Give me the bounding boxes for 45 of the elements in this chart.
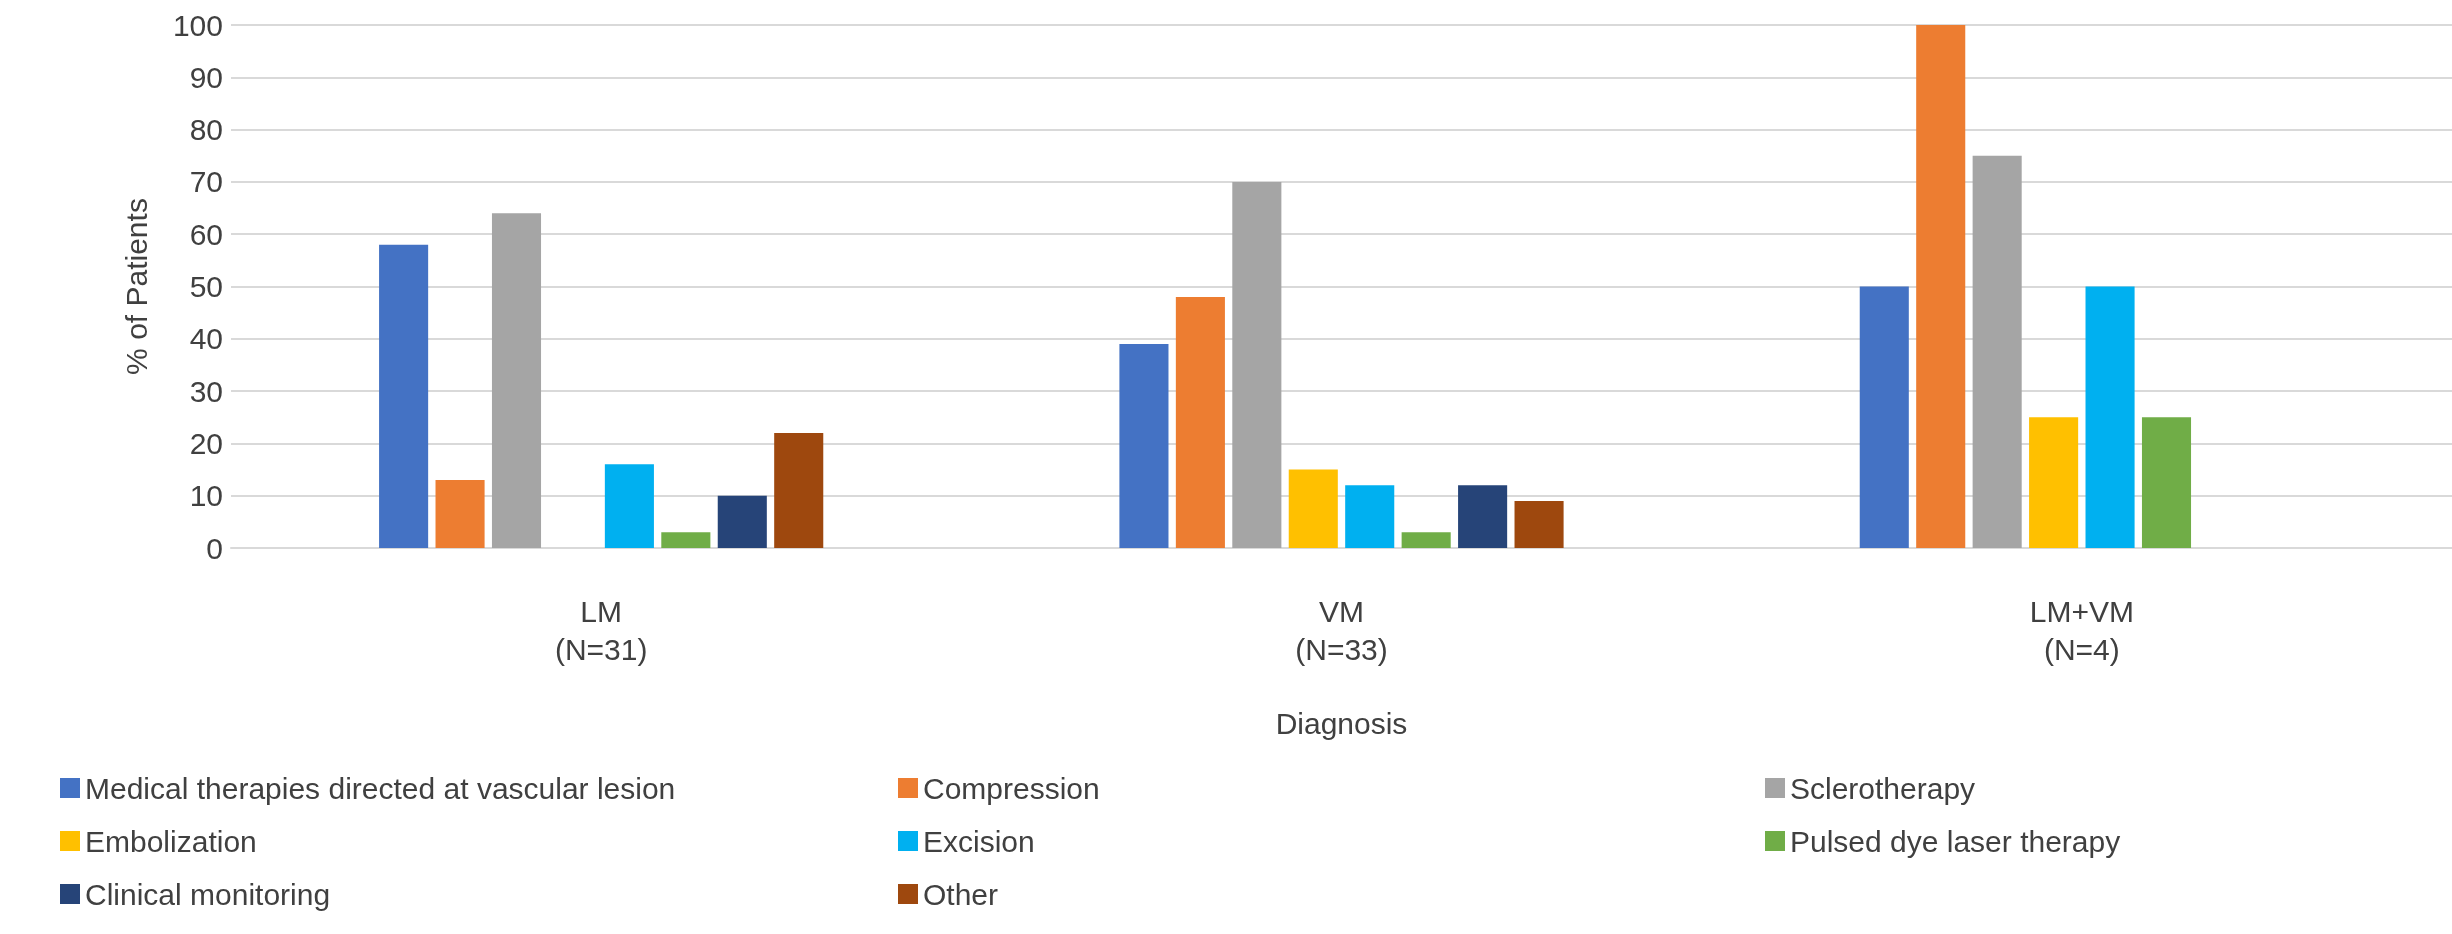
y-axis-title: % of Patients [119,198,153,375]
bar [604,464,654,548]
y-tick-label: 40 [189,322,223,356]
bar [2085,286,2135,548]
bar [1232,181,1282,548]
bar [2141,417,2192,548]
x-axis-title: Diagnosis [1275,706,1408,740]
x-tick-label: LM (N=31) [554,594,648,666]
y-tick-label: 90 [189,60,223,94]
legend-label: Pulsed dye laser therapy [1790,824,2121,858]
bar [435,480,485,548]
legend-label: Clinical monitoring [85,877,331,911]
x-tick-label: LM+VM (N=4) [2029,594,2134,666]
y-tick-label: 70 [189,165,223,199]
bar [1514,500,1564,548]
bar [1401,532,1451,548]
bar [661,532,711,548]
bar [379,244,429,548]
bar [1458,485,1508,548]
bar [1916,25,1966,548]
legend-label: Excision [923,824,1035,858]
y-tick-label: 20 [189,426,223,460]
bar [1345,485,1395,548]
bar [1288,469,1338,548]
y-tick-label: 60 [189,217,223,251]
bar [1859,286,1909,548]
x-tick-label: VM (N=33) [1295,594,1388,666]
y-tick-label: 100 [172,8,223,42]
legend-label: Medical therapies directed at vascular lesion [85,771,676,805]
y-tick-label: 80 [189,113,223,147]
bar [491,213,542,548]
legend-label: Other [923,877,999,911]
bar [1972,155,2022,548]
legend-label: Compression [923,771,1100,805]
y-tick-label: 0 [206,531,223,565]
y-tick-label: 10 [189,479,223,513]
bar [1119,344,1169,548]
bar [1175,296,1225,548]
bar [2029,417,2079,548]
bar [774,432,824,548]
y-tick-label: 50 [189,270,223,303]
y-tick-label: 30 [189,374,223,408]
bar [717,495,767,548]
legend-label: Embolization [85,824,257,858]
legend-label: Sclerotherapy [1790,771,1976,805]
